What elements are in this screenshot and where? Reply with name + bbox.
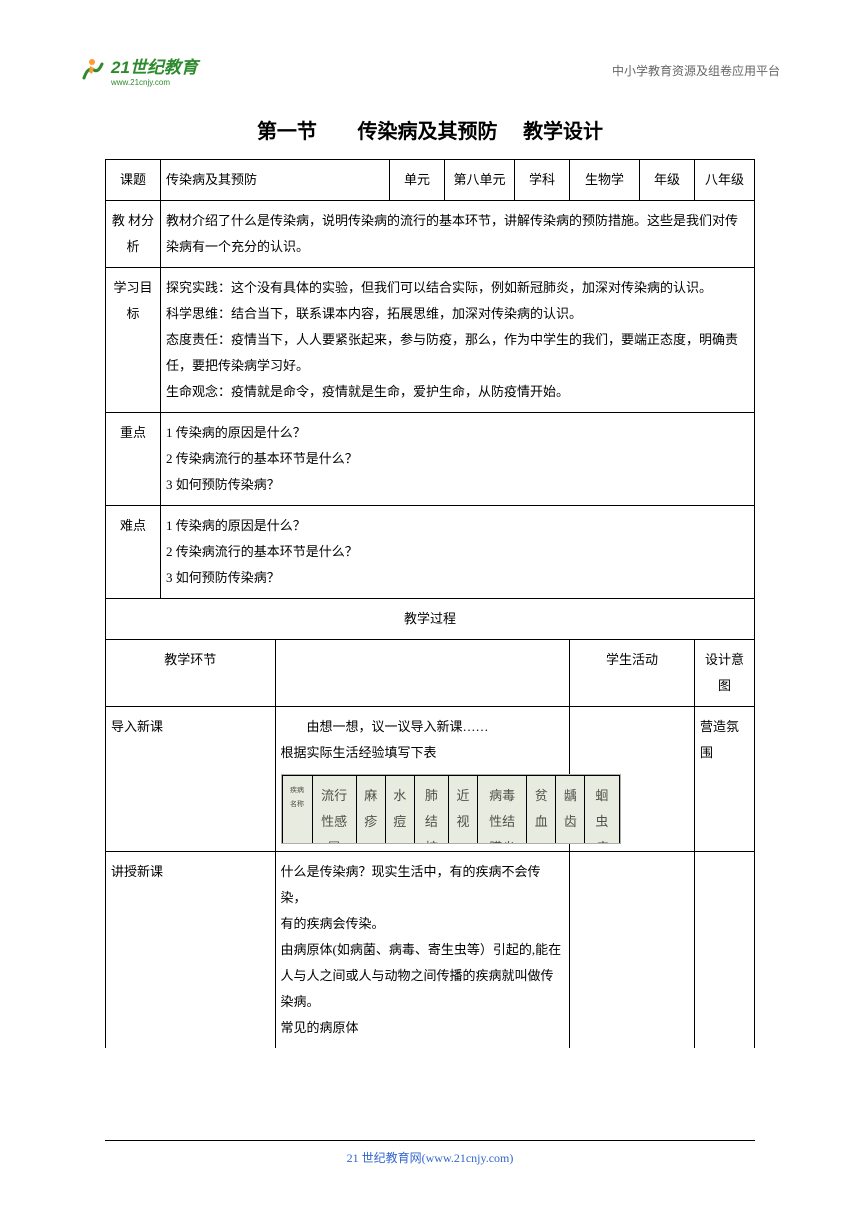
embedded-form-image: 疾病名称 流行性感冒 麻疹 水痘 肺结核 近视 病毒性结膜炎 贫血 龋齿 蛔虫病 — [281, 774, 621, 844]
cell-xueke-label: 学科 — [515, 160, 570, 201]
cell-keti-label: 课题 — [106, 160, 161, 201]
logo-url: www.21cnjy.com — [111, 78, 198, 87]
cell-nianji-label: 年级 — [640, 160, 695, 201]
cell-daoru-intent: 营造氛围 — [695, 707, 755, 852]
cell-nandian-content: 1 传染病的原因是什么？ 2 传染病流行的基本环节是什么？ 3 如何预防传染病？ — [161, 506, 755, 599]
lesson-plan-table: 课题 传染病及其预防 单元 第八单元 学科 生物学 年级 八年级 教 材分析 教… — [105, 159, 755, 1048]
cell-xuexi-content: 探究实践：这个没有具体的实验，但我们可以结合实际，例如新冠肺炎，加深对传染病的认… — [161, 268, 755, 413]
cell-keti-value: 传染病及其预防 — [161, 160, 390, 201]
table-row: 学习目标 探究实践：这个没有具体的实验，但我们可以结合实际，例如新冠肺炎，加深对… — [106, 268, 755, 413]
cell-daoru-label: 导入新课 — [106, 707, 276, 852]
cell-xueke-value: 生物学 — [570, 160, 640, 201]
cell-jiangshou-intent — [695, 852, 755, 1049]
cell-danyuan-label: 单元 — [390, 160, 445, 201]
page-title: 第一节 传染病及其预防 教学设计 — [105, 115, 755, 144]
cell-jiaocai-content: 教材介绍了什么是传染病，说明传染病的流行的基本环节，讲解传染病的预防措施。这些是… — [161, 201, 755, 268]
col-huanjie: 教学环节 — [106, 640, 276, 707]
embedded-table: 疾病名称 流行性感冒 麻疹 水痘 肺结核 近视 病毒性结膜炎 贫血 龋齿 蛔虫病 — [282, 775, 620, 844]
col-activity: 学生活动 — [570, 640, 695, 707]
process-header: 教学过程 — [106, 599, 755, 640]
table-row: 教学过程 — [106, 599, 755, 640]
table-row: 教 材分析 教材介绍了什么是传染病，说明传染病的流行的基本环节，讲解传染病的预防… — [106, 201, 755, 268]
table-row: 导入新课 由想一想，议一议导入新课…… 根据实际生活经验填写下表 疾病名称 流行… — [106, 707, 755, 852]
cell-jiangshou-content: 什么是传染病？现实生活中，有的疾病不会传染， 有的疾病会传染。 由病原体(如病菌… — [275, 852, 570, 1049]
table-row: 难点 1 传染病的原因是什么？ 2 传染病流行的基本环节是什么？ 3 如何预防传… — [106, 506, 755, 599]
footer-text: 21 世纪教育网(www.21cnjy.com) — [105, 1149, 755, 1166]
document-content: 第一节 传染病及其预防 教学设计 课题 传染病及其预防 单元 第八单元 学科 生… — [105, 115, 755, 1048]
cell-jiangshou-label: 讲授新课 — [106, 852, 276, 1049]
col-intent: 设计意图 — [695, 640, 755, 707]
cell-jiangshou-activity — [570, 852, 695, 1049]
cell-daoru-content: 由想一想，议一议导入新课…… 根据实际生活经验填写下表 疾病名称 流行性感冒 麻… — [275, 707, 570, 852]
page-footer: 21 世纪教育网(www.21cnjy.com) — [105, 1140, 755, 1166]
footer-divider — [105, 1140, 755, 1141]
cell-nandian-label: 难点 — [106, 506, 161, 599]
cell-jiaocai-label: 教 材分析 — [106, 201, 161, 268]
page-header: 21世纪教育 www.21cnjy.com 中小学教育资源及组卷应用平台 — [80, 50, 780, 90]
col-empty — [275, 640, 570, 707]
cell-zhongdian-content: 1 传染病的原因是什么？ 2 传染病流行的基本环节是什么？ 3 如何预防传染病？ — [161, 413, 755, 506]
table-row: 重点 1 传染病的原因是什么？ 2 传染病流行的基本环节是什么？ 3 如何预防传… — [106, 413, 755, 506]
table-row: 课题 传染病及其预防 单元 第八单元 学科 生物学 年级 八年级 — [106, 160, 755, 201]
cell-zhongdian-label: 重点 — [106, 413, 161, 506]
table-row: 教学环节 学生活动 设计意图 — [106, 640, 755, 707]
cell-danyuan-value: 第八单元 — [445, 160, 515, 201]
logo-icon — [80, 56, 108, 84]
logo: 21世纪教育 www.21cnjy.com — [80, 53, 198, 87]
header-platform-text: 中小学教育资源及组卷应用平台 — [612, 62, 780, 79]
logo-text: 21世纪教育 — [111, 53, 198, 78]
table-row: 讲授新课 什么是传染病？现实生活中，有的疾病不会传染， 有的疾病会传染。 由病原… — [106, 852, 755, 1049]
cell-nianji-value: 八年级 — [695, 160, 755, 201]
cell-xuexi-label: 学习目标 — [106, 268, 161, 413]
